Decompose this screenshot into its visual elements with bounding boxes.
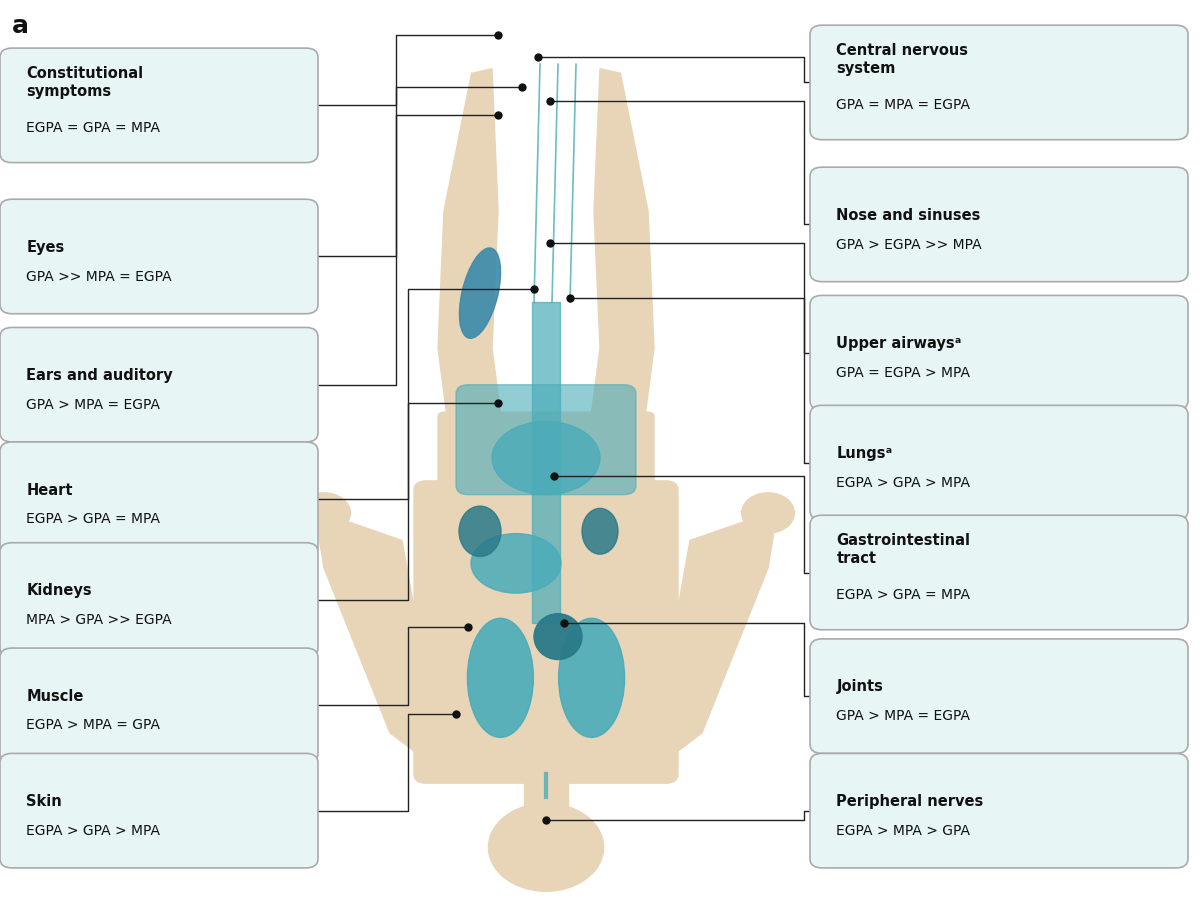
FancyBboxPatch shape bbox=[532, 302, 560, 623]
FancyBboxPatch shape bbox=[810, 25, 1188, 139]
Text: Lungsᵃ: Lungsᵃ bbox=[836, 446, 893, 461]
FancyBboxPatch shape bbox=[0, 327, 318, 442]
Text: Heart: Heart bbox=[26, 483, 73, 497]
Text: EGPA > MPA > GPA: EGPA > MPA > GPA bbox=[836, 823, 971, 838]
Text: GPA >> MPA = EGPA: GPA >> MPA = EGPA bbox=[26, 269, 172, 284]
Ellipse shape bbox=[582, 508, 618, 554]
Text: Ears and auditory: Ears and auditory bbox=[26, 368, 173, 383]
Ellipse shape bbox=[468, 618, 534, 737]
FancyBboxPatch shape bbox=[414, 481, 678, 783]
Text: GPA = MPA = EGPA: GPA = MPA = EGPA bbox=[836, 98, 971, 113]
Text: Gastrointestinal
tract: Gastrointestinal tract bbox=[836, 533, 971, 566]
FancyBboxPatch shape bbox=[0, 753, 318, 868]
Ellipse shape bbox=[534, 614, 582, 660]
Text: MPA > GPA >> EGPA: MPA > GPA >> EGPA bbox=[26, 613, 172, 627]
FancyBboxPatch shape bbox=[0, 442, 318, 557]
FancyBboxPatch shape bbox=[810, 405, 1188, 520]
Text: Constitutional
symptoms: Constitutional symptoms bbox=[26, 66, 144, 99]
FancyBboxPatch shape bbox=[524, 771, 568, 808]
FancyBboxPatch shape bbox=[438, 412, 654, 504]
Circle shape bbox=[488, 803, 604, 891]
FancyBboxPatch shape bbox=[810, 515, 1188, 630]
Text: GPA > MPA = EGPA: GPA > MPA = EGPA bbox=[26, 398, 161, 412]
Ellipse shape bbox=[458, 506, 502, 557]
Circle shape bbox=[298, 493, 350, 533]
Text: EGPA > MPA = GPA: EGPA > MPA = GPA bbox=[26, 718, 161, 733]
Text: GPA > MPA = EGPA: GPA > MPA = EGPA bbox=[836, 709, 971, 724]
Text: EGPA > GPA > MPA: EGPA > GPA > MPA bbox=[26, 823, 161, 838]
FancyBboxPatch shape bbox=[810, 753, 1188, 868]
Polygon shape bbox=[582, 69, 654, 490]
Text: Nose and sinuses: Nose and sinuses bbox=[836, 208, 980, 223]
Text: EGPA > GPA = MPA: EGPA > GPA = MPA bbox=[26, 512, 161, 527]
Text: a: a bbox=[12, 14, 29, 38]
Text: Kidneys: Kidneys bbox=[26, 583, 92, 598]
Text: Muscle: Muscle bbox=[26, 689, 84, 703]
FancyBboxPatch shape bbox=[0, 49, 318, 163]
FancyBboxPatch shape bbox=[0, 200, 318, 313]
Text: Joints: Joints bbox=[836, 680, 883, 694]
Text: EGPA > GPA > MPA: EGPA > GPA > MPA bbox=[836, 475, 971, 490]
Ellipse shape bbox=[460, 248, 500, 338]
FancyBboxPatch shape bbox=[456, 385, 636, 495]
Text: Peripheral nerves: Peripheral nerves bbox=[836, 794, 984, 809]
Text: Central nervous
system: Central nervous system bbox=[836, 43, 968, 76]
Ellipse shape bbox=[559, 618, 625, 737]
Circle shape bbox=[742, 493, 794, 533]
FancyBboxPatch shape bbox=[0, 542, 318, 658]
FancyBboxPatch shape bbox=[0, 649, 318, 762]
Text: Upper airwaysᵃ: Upper airwaysᵃ bbox=[836, 336, 961, 351]
FancyBboxPatch shape bbox=[810, 639, 1188, 753]
Ellipse shape bbox=[492, 421, 600, 495]
Text: Eyes: Eyes bbox=[26, 240, 65, 255]
Polygon shape bbox=[318, 518, 438, 760]
Ellipse shape bbox=[470, 533, 562, 594]
Text: GPA > EGPA >> MPA: GPA > EGPA >> MPA bbox=[836, 237, 982, 252]
Polygon shape bbox=[654, 518, 774, 760]
Polygon shape bbox=[438, 69, 510, 490]
Text: EGPA > GPA = MPA: EGPA > GPA = MPA bbox=[836, 588, 971, 603]
Text: Skin: Skin bbox=[26, 794, 62, 809]
Text: GPA = EGPA > MPA: GPA = EGPA > MPA bbox=[836, 365, 971, 380]
FancyBboxPatch shape bbox=[810, 167, 1188, 282]
FancyBboxPatch shape bbox=[810, 295, 1188, 410]
Text: EGPA = GPA = MPA: EGPA = GPA = MPA bbox=[26, 121, 161, 136]
